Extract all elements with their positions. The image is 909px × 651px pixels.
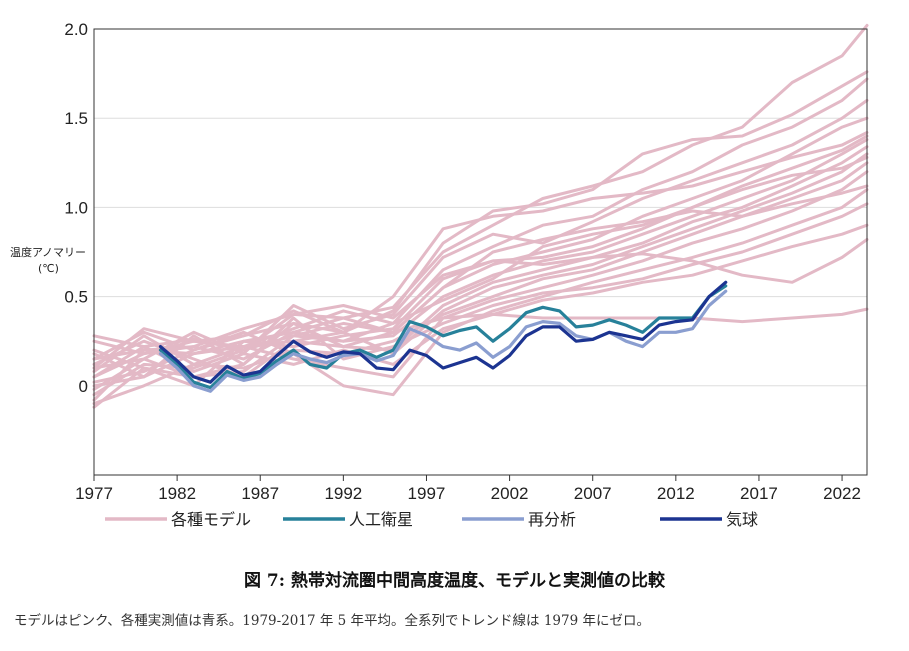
model-series-line <box>92 145 869 379</box>
satellite-series-line <box>158 284 728 390</box>
figure-caption: モデルはピンク、各種実測値は青系。1979-2017 年 5 年平均。全系列でト… <box>14 613 650 629</box>
y-tick-label: 1.5 <box>64 109 88 128</box>
models-legend-label: 各種モデル <box>171 510 251 529</box>
balloon-legend-label: 気球 <box>726 510 758 529</box>
x-tick-label: 1997 <box>408 484 446 503</box>
reanalysis-legend-label: 再分析 <box>528 510 576 529</box>
reanalysis-series-line <box>158 289 728 393</box>
axes <box>93 28 868 481</box>
y-tick-labels: 2.0 1.5 1.0 0.5 0 <box>64 20 88 396</box>
model-series-line <box>92 131 869 370</box>
y-tick-label: 1.0 <box>64 198 88 217</box>
x-tick-label: 1992 <box>324 484 362 503</box>
x-tick-label: 2017 <box>740 484 778 503</box>
model-series-line <box>92 170 869 379</box>
model-series-line <box>92 184 869 409</box>
x-tick-label: 1977 <box>75 484 113 503</box>
chart: 2.0 1.5 1.0 0.5 0 1977 1982 1987 1992 1997 2002 20… <box>10 20 869 529</box>
y-tick-label: 0.5 <box>64 288 88 307</box>
y-tick-label: 0 <box>79 377 88 396</box>
x-tick-label: 2012 <box>657 484 695 503</box>
observed-series-group <box>158 280 728 393</box>
model-series-line <box>92 155 869 391</box>
y-axis-label-line: 温度アノマリー <box>10 245 86 259</box>
y-tick-label: 2.0 <box>64 20 88 39</box>
x-tick-label: 1982 <box>158 484 196 503</box>
x-tick-label: 2022 <box>823 484 861 503</box>
x-tick-label: 2002 <box>491 484 529 503</box>
satellite-legend-label: 人工衛星 <box>349 510 413 529</box>
model-series-line <box>92 70 869 361</box>
x-tick-labels: 1977 1982 1987 1992 1997 2002 2007 2012 2017 2022 <box>75 484 861 503</box>
model-series-line <box>92 307 869 361</box>
legend: 各種モデル 人工衛星 再分析 気球 <box>105 510 758 529</box>
x-tick-label: 1987 <box>241 484 279 503</box>
y-axis-label-line: (℃) <box>38 262 59 275</box>
figure-title: 図 7: 熱帯対流圏中間高度温度、モデルと実測値の比較 <box>244 571 665 591</box>
plot-frame <box>93 28 868 476</box>
y-axis-label: 温度アノマリー (℃) <box>10 245 86 275</box>
balloon-series-line <box>158 280 728 384</box>
model-series-group <box>92 23 869 409</box>
model-series-line <box>92 238 869 356</box>
x-tick-label: 2007 <box>574 484 612 503</box>
